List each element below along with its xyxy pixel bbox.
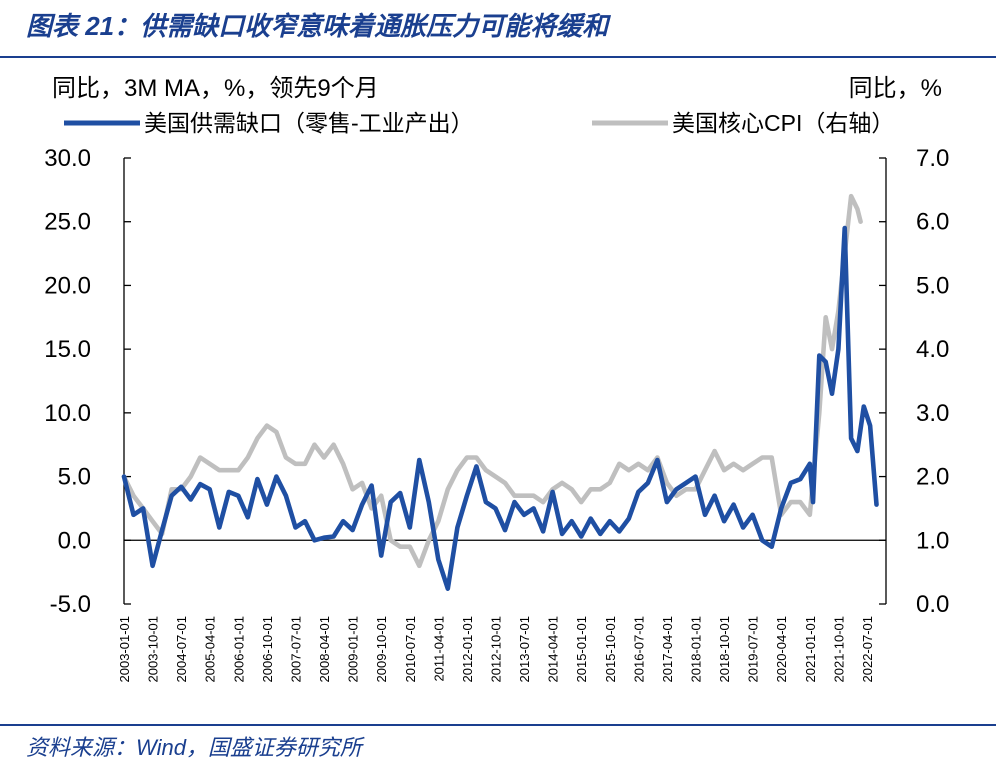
x-tick-label: 2015-10-01 <box>603 616 618 683</box>
legend-label-core-cpi: 美国核心CPI（右轴） <box>672 110 894 136</box>
x-tick-label: 2017-04-01 <box>660 616 675 683</box>
x-tick-label: 2012-10-01 <box>489 616 504 683</box>
x-tick-label: 2021-01-01 <box>803 616 818 683</box>
x-tick-label: 2018-01-01 <box>689 616 704 683</box>
x-tick-label: 2009-01-01 <box>346 616 361 683</box>
x-tick-label: 2005-04-01 <box>203 616 218 683</box>
source-rule <box>0 724 996 726</box>
right-tick-label: 0.0 <box>916 591 949 618</box>
x-tick-label: 2016-07-01 <box>631 616 646 683</box>
series-line-supply-gap <box>121 225 879 592</box>
left-tick-label: 5.0 <box>58 464 91 491</box>
x-tick-label: 2022-07-01 <box>860 616 875 683</box>
left-tick-label: 20.0 <box>44 272 91 299</box>
x-tick-label: 2007-07-01 <box>289 616 304 683</box>
figure-title: 图表 21：供需缺口收窄意味着通胀压力可能将缓和 <box>26 11 609 41</box>
x-tick-label: 2010-07-01 <box>403 616 418 683</box>
right-tick-label: 1.0 <box>916 527 949 554</box>
x-tick-label: 2003-10-01 <box>146 616 161 683</box>
x-tick-label: 2008-04-01 <box>317 616 332 683</box>
series-line-core-cpi <box>121 193 863 569</box>
right-unit-label: 同比，% <box>849 75 942 102</box>
right-tick-label: 5.0 <box>916 272 949 299</box>
right-tick-label: 7.0 <box>916 145 949 172</box>
x-tick-label: 2012-01-01 <box>460 616 475 683</box>
left-unit-label: 同比，3M MA，%，领先9个月 <box>52 75 379 102</box>
x-tick-label: 2003-01-01 <box>117 616 132 683</box>
source-note: 资料来源：Wind，国盛证券研究所 <box>26 735 362 760</box>
right-tick-label: 2.0 <box>916 464 949 491</box>
left-tick-label: 0.0 <box>58 527 91 554</box>
left-tick-label: 15.0 <box>44 336 91 363</box>
left-tick-label: 25.0 <box>44 209 91 236</box>
x-tick-label: 2013-07-01 <box>517 616 532 683</box>
legend-label-supply-gap: 美国供需缺口（零售-工业产出） <box>144 110 474 136</box>
left-tick-label: 30.0 <box>44 145 91 172</box>
x-tick-label: 2011-04-01 <box>431 616 446 682</box>
x-tick-label: 2020-04-01 <box>774 616 789 683</box>
x-tick-label: 2004-07-01 <box>174 616 189 683</box>
axes: -5.0 0.0 5.0 10.0 15.0 20.0 25.0 30.0 0.0 1.0 2.0 3… <box>44 145 949 683</box>
x-tick-label: 2018-10-01 <box>717 616 732 683</box>
series-layer <box>121 193 879 592</box>
legend: 美国供需缺口（零售-工业产出） 美国核心CPI（右轴） <box>64 110 894 136</box>
right-tick-label: 6.0 <box>916 209 949 236</box>
x-tick-label: 2009-10-01 <box>374 616 389 683</box>
right-tick-label: 4.0 <box>916 336 949 363</box>
title-rule <box>0 56 996 58</box>
x-tick-label: 2021-10-01 <box>831 616 846 683</box>
x-tick-label: 2006-01-01 <box>231 616 246 683</box>
x-tick-label: 2015-01-01 <box>574 616 589 683</box>
x-tick-label: 2019-07-01 <box>746 616 761 683</box>
left-tick-label: -5.0 <box>50 591 91 618</box>
left-tick-label: 10.0 <box>44 400 91 427</box>
x-tick-label: 2006-10-01 <box>260 616 275 683</box>
x-tick-label: 2014-04-01 <box>546 616 561 683</box>
right-tick-label: 3.0 <box>916 400 949 427</box>
